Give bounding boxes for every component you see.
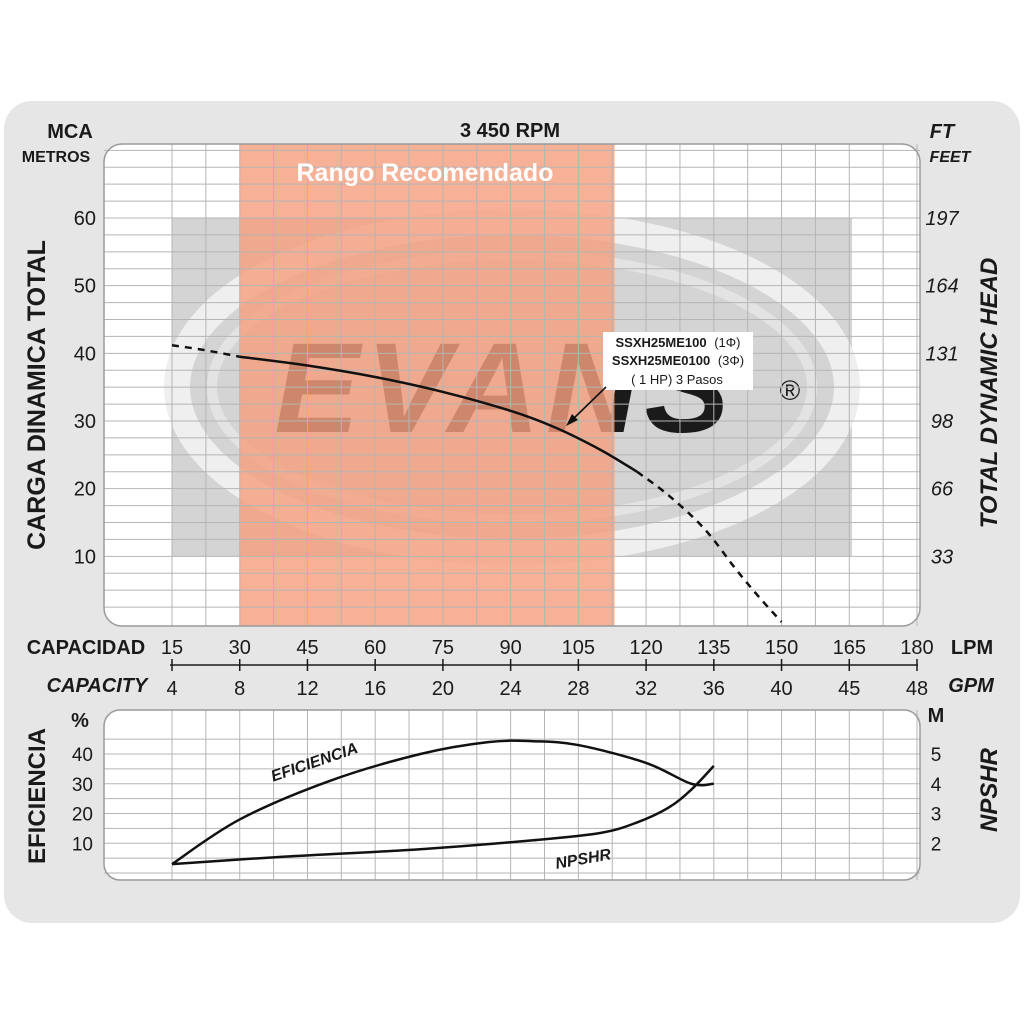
- y-tick-label-right: 98: [931, 411, 953, 433]
- y-tick-label-right: 131: [925, 343, 958, 365]
- efficiency-tick-label: 20: [72, 805, 93, 826]
- npshr-tick-label: 4: [931, 775, 942, 796]
- left-unit-sublabel: METROS: [22, 149, 91, 166]
- right-unit-label: FT: [930, 121, 956, 143]
- head-plot-frame: [103, 143, 921, 627]
- x-tick-label-gpm: 4: [166, 678, 177, 700]
- x-tick-label-lpm: 150: [765, 637, 798, 659]
- model-3ph-phase: (3Φ): [718, 353, 744, 368]
- model-annotation-arrow: [571, 386, 607, 421]
- x-tick-label-gpm: 32: [635, 678, 657, 700]
- y-tick-label-left: 60: [74, 208, 96, 230]
- model-annotation-arrowhead: [566, 414, 578, 426]
- watermark-registered-mark: ®: [780, 375, 801, 406]
- recommended-range-label: Rango Recomendado: [297, 159, 554, 187]
- x-tick-label-gpm: 16: [364, 678, 386, 700]
- efficiency-axis-title: EFICIENCIA: [24, 728, 51, 864]
- x-axis-title-primary: CAPACIDAD: [27, 637, 146, 659]
- x-axis-title-secondary: CAPACITY: [47, 675, 149, 697]
- efficiency-plot-frame: [103, 709, 921, 881]
- model-3ph-code: SSXH25ME0100: [612, 353, 710, 368]
- eficiencia-curve: [171, 739, 714, 866]
- model-1ph-phase: (1Φ): [714, 335, 740, 350]
- y-tick-label-left: 30: [74, 411, 96, 433]
- efficiency-curve-group: [171, 739, 715, 866]
- efficiency-plot-area: [104, 710, 920, 880]
- npshr-curve: [171, 765, 715, 866]
- model-annotation-line-2: SSXH25ME0100 (3Φ): [612, 353, 744, 368]
- x-tick-label-lpm: 180: [900, 637, 933, 659]
- model-annotation-line-3: ( 1 HP) 3 Pasos: [631, 372, 723, 387]
- y-tick-label-right: 33: [931, 546, 953, 568]
- y-tick-label-right: 66: [931, 479, 954, 501]
- x-tick-label-gpm: 24: [500, 678, 522, 700]
- head-plot-grid: [104, 144, 920, 626]
- y-tick-label-left: 40: [74, 343, 96, 365]
- y-tick-label-left: 20: [74, 479, 96, 501]
- efficiency-tick-label: 30: [72, 775, 93, 796]
- efficiency-tick-label: 10: [72, 834, 93, 855]
- model-annotation: SSXH25ME100 (1Φ) SSXH25ME0100 (3Φ) ( 1 H…: [566, 332, 753, 426]
- axis-ticks: 1543084512601675209024105281203213536150…: [72, 208, 960, 855]
- npshr-tick-label: 3: [931, 805, 942, 826]
- x-tick-label-lpm: 30: [229, 637, 251, 659]
- x-tick-label-lpm: 90: [500, 637, 522, 659]
- y-tick-label-left: 10: [74, 546, 96, 568]
- y-tick-label-left: 50: [74, 276, 96, 298]
- y-axis-title-left: CARGA DINAMICA TOTAL: [23, 240, 51, 550]
- x-tick-label-gpm: 8: [234, 678, 245, 700]
- y-tick-label-right: 197: [925, 208, 959, 230]
- x-tick-label-lpm: 120: [629, 637, 662, 659]
- recommended-range-rect: [239, 144, 615, 626]
- x-tick-label-lpm: 15: [161, 637, 183, 659]
- model-annotation-line-1: SSXH25ME100 (1Φ): [616, 335, 741, 350]
- efficiency-tick-label: 40: [72, 745, 93, 766]
- x-tick-label-gpm: 40: [770, 678, 792, 700]
- npshr-tick-label: 2: [931, 834, 942, 855]
- x-axis-unit-secondary: GPM: [948, 675, 995, 697]
- npshr-axis-unit: M: [928, 705, 945, 727]
- x-tick-label-gpm: 48: [906, 678, 928, 700]
- right-unit-sublabel: FEET: [930, 149, 972, 166]
- efficiency-plot-grid: [104, 710, 920, 880]
- x-tick-label-gpm: 20: [432, 678, 454, 700]
- x-tick-label-gpm: 45: [838, 678, 860, 700]
- x-tick-label-lpm: 135: [697, 637, 730, 659]
- head-curve-segment-solid: [239, 355, 638, 473]
- y-tick-label-right: 164: [925, 276, 958, 298]
- efficiency-axis-unit: %: [71, 710, 89, 732]
- x-axis-unit-primary: LPM: [951, 637, 993, 659]
- x-tick-label-lpm: 60: [364, 637, 386, 659]
- x-tick-label-lpm: 165: [833, 637, 866, 659]
- chart-title: 3 450 RPM: [460, 120, 560, 142]
- x-tick-label-gpm: 28: [567, 678, 589, 700]
- left-unit-label: MCA: [47, 121, 93, 143]
- head-curve-group: [171, 343, 783, 623]
- model-1ph-code: SSXH25ME100: [616, 335, 707, 350]
- x-tick-label-lpm: 45: [296, 637, 318, 659]
- npshr-axis-title: NPSHR: [976, 747, 1003, 832]
- x-tick-label-gpm: 12: [296, 678, 318, 700]
- y-axis-title-right: TOTAL DYNAMIC HEAD: [976, 258, 1003, 529]
- x-tick-label-lpm: 105: [562, 637, 595, 659]
- recommended-range-band: [239, 144, 615, 626]
- x-tick-label-lpm: 75: [432, 637, 454, 659]
- npshr-tick-label: 5: [931, 745, 942, 766]
- head-curve-segment-dashed: [171, 343, 240, 358]
- model-annotation-box: [603, 332, 753, 390]
- x-tick-label-gpm: 36: [703, 678, 725, 700]
